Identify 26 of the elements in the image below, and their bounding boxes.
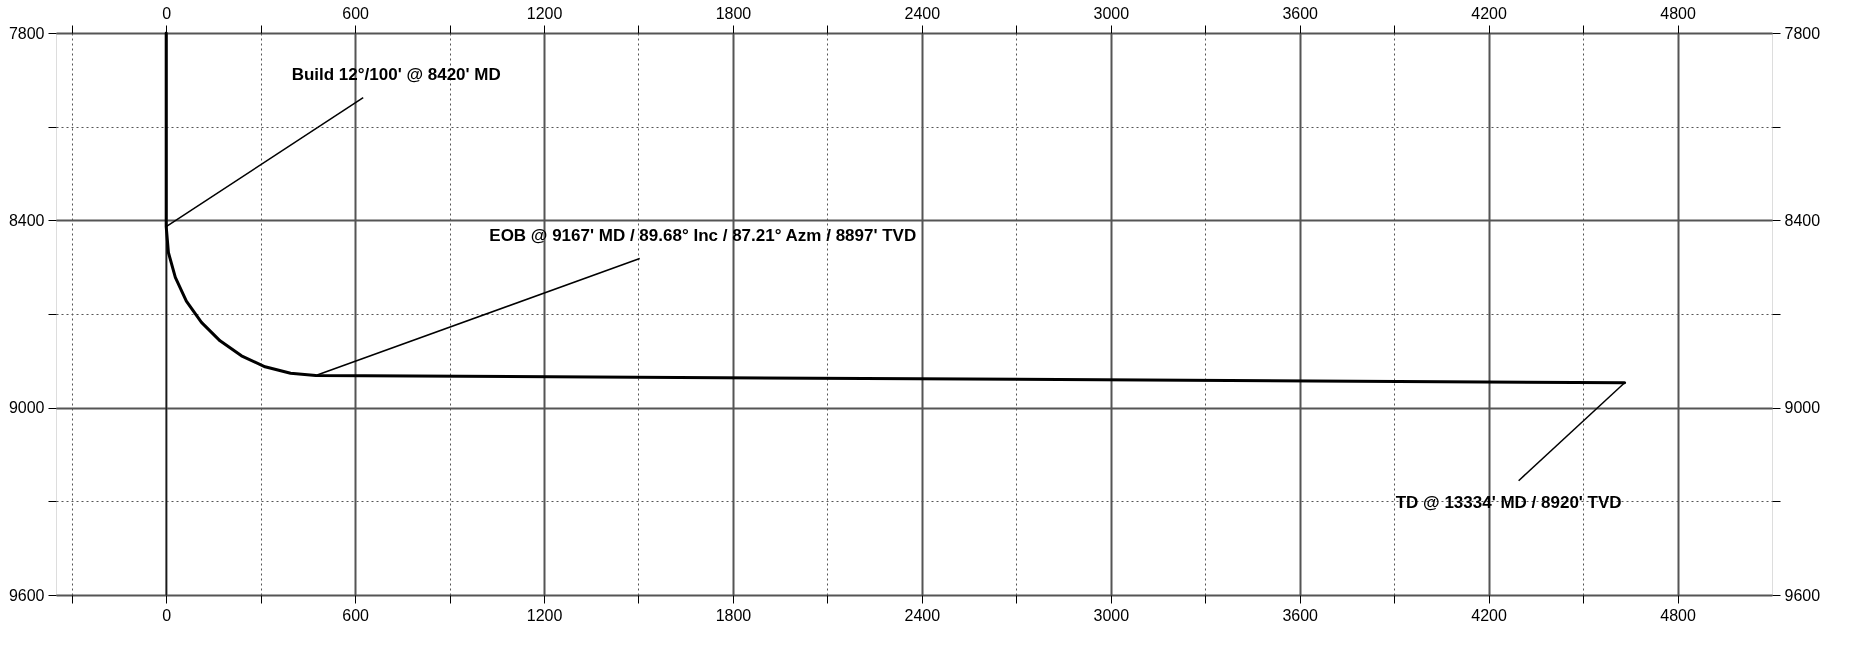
y2-tick-label: 9600: [1784, 586, 1821, 604]
x-tick-label: 1200: [526, 606, 563, 624]
x-tick-label: 2400: [904, 606, 941, 624]
x-tick-label: 4200: [1471, 606, 1508, 624]
x-tick-label: 1800: [715, 606, 752, 624]
y2-tick-label: 9000: [1784, 399, 1821, 417]
y2-tick-label: 7800: [1784, 24, 1821, 42]
y2-tick-label: 8400: [1784, 211, 1821, 229]
x2-tick-label: 2400: [904, 4, 941, 22]
x-tick-label: 600: [342, 606, 370, 624]
x-tick-label: 4800: [1660, 606, 1696, 624]
y-tick-label: 9600: [8, 586, 45, 604]
x-tick-label: 0: [162, 606, 172, 624]
y-tick-label: 7800: [8, 24, 45, 42]
x2-tick-label: 0: [162, 4, 172, 22]
x2-tick-label: 3600: [1282, 4, 1319, 22]
x2-tick-label: 600: [342, 4, 370, 22]
x-tick-label: 3600: [1282, 606, 1319, 624]
x2-tick-label: 1200: [526, 4, 563, 22]
x2-tick-label: 4200: [1471, 4, 1508, 22]
y-tick-label: 8400: [8, 211, 45, 229]
x2-tick-label: 4800: [1660, 4, 1696, 22]
x2-tick-label: 3000: [1093, 4, 1130, 22]
x2-tick-label: 1800: [715, 4, 752, 22]
y-tick-label: 9000: [8, 399, 45, 417]
x-tick-label: 3000: [1093, 606, 1130, 624]
